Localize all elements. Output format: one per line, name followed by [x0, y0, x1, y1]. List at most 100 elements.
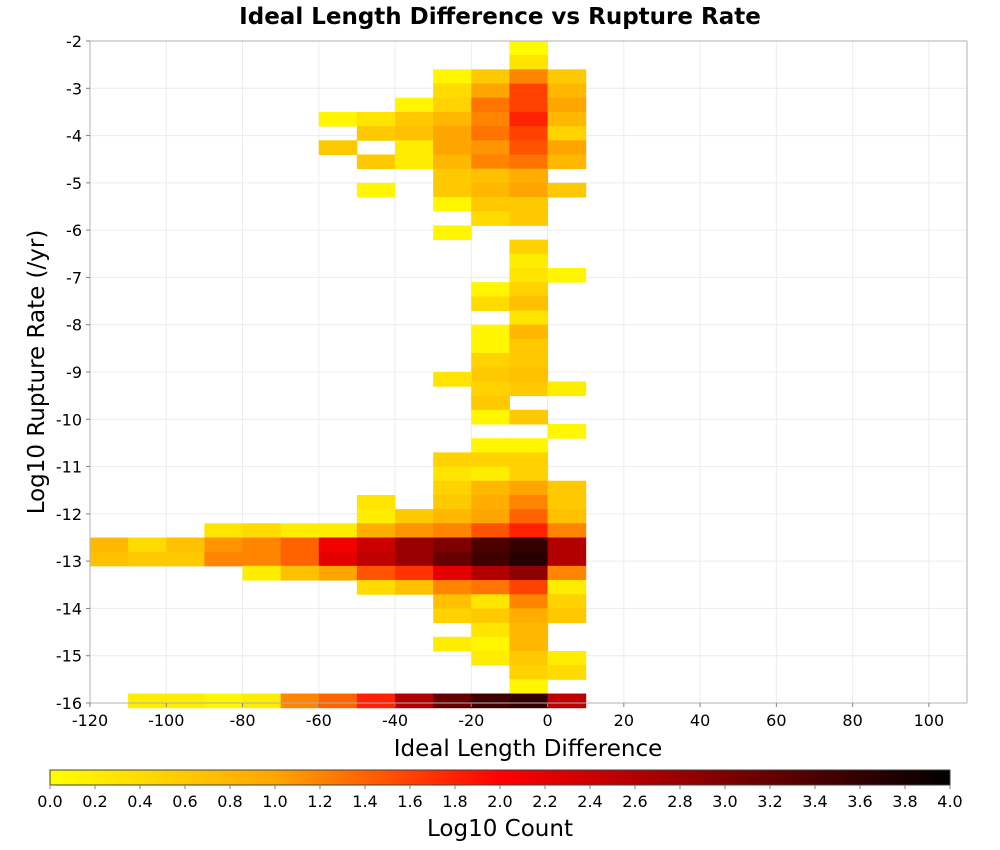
y-axis-label: Log10 Rupture Rate (/yr) — [24, 230, 50, 515]
x-tick-label: -20 — [458, 711, 484, 730]
heatmap-cell — [395, 97, 434, 113]
colorbar-ticks: 0.0 0.2 0.4 0.6 0.8 1.0 1.2 1.4 1.6 1.8 2.0 2.2 2.4 2… — [37, 785, 963, 811]
x-tick-label: 100 — [914, 711, 945, 730]
heatmap-cell — [509, 267, 549, 283]
x-tick-label: 60 — [766, 711, 786, 730]
heatmap-cell — [509, 580, 549, 595]
heatmap-cell — [547, 267, 587, 283]
heatmap-cell — [242, 693, 282, 709]
heatmap-cell — [471, 197, 510, 212]
heatmap-cell — [471, 622, 510, 638]
heatmap-cell — [471, 636, 510, 652]
heatmap-cell — [204, 693, 244, 709]
heatmap-cell — [547, 111, 587, 127]
colorbar-tick-label: 0.0 — [37, 792, 62, 811]
heatmap-cell — [547, 665, 587, 680]
heatmap-cell — [471, 438, 510, 453]
heatmap-cell — [433, 594, 472, 609]
heatmap-cell — [509, 480, 549, 496]
heatmap-cell — [433, 140, 472, 155]
heatmap-cell — [395, 551, 434, 567]
y-axis-ticks: -2 -3 -4 -5 -6 -7 -8 -9 -10 -11 -12 -13 -14 -15 -16 — [56, 32, 90, 713]
heatmap-cell — [471, 409, 510, 425]
heatmap-cell — [471, 353, 510, 368]
x-tick-label: -40 — [382, 711, 408, 730]
heatmap-cell — [547, 509, 587, 524]
heatmap-cell — [547, 424, 587, 439]
heatmap-cell — [204, 537, 244, 553]
heatmap-cell — [471, 509, 510, 524]
y-tick-label: -16 — [56, 694, 82, 713]
heatmap-cell — [471, 211, 510, 226]
heatmap-cell — [471, 126, 510, 141]
heatmap-cell — [318, 523, 358, 538]
heatmap-cell — [204, 551, 244, 567]
heatmap-cell — [280, 523, 320, 538]
heatmap-cell — [471, 395, 510, 411]
heatmap-cell — [90, 537, 129, 553]
heatmap-cell — [471, 182, 510, 198]
heatmap-cell — [128, 693, 167, 709]
heatmap-cell — [509, 211, 549, 226]
colorbar-tick-label: 2.4 — [577, 792, 602, 811]
colorbar-tick-label: 0.2 — [82, 792, 107, 811]
x-tick-label: -100 — [148, 711, 184, 730]
heatmap-cell — [509, 679, 549, 695]
heatmap-cell — [204, 523, 244, 538]
heatmap-cell — [547, 608, 587, 624]
colorbar — [49, 769, 951, 786]
heatmap-cell — [471, 282, 510, 297]
heatmap-cell — [509, 367, 549, 382]
heatmap-cell — [509, 693, 549, 709]
colorbar-tick-label: 3.0 — [712, 792, 737, 811]
heatmap-cell — [471, 338, 510, 354]
heatmap-cell — [547, 650, 587, 666]
heatmap-cell — [433, 480, 472, 496]
y-tick-label: -7 — [66, 268, 82, 287]
heatmap-cell — [509, 111, 549, 127]
colorbar-tick-label: 2.6 — [622, 792, 647, 811]
heatmap-cells — [90, 41, 587, 709]
heatmap-cell — [471, 494, 510, 510]
heatmap-cell — [433, 83, 472, 99]
heatmap-cell — [433, 551, 472, 567]
heatmap-cell — [356, 182, 396, 198]
colorbar-tick-label: 1.8 — [442, 792, 467, 811]
heatmap-cell — [471, 296, 510, 312]
colorbar-tick-label: 3.4 — [802, 792, 827, 811]
colorbar-tick-label: 3.8 — [892, 792, 917, 811]
y-tick-label: -14 — [56, 599, 82, 618]
heatmap-cell — [433, 466, 472, 482]
x-tick-label: 20 — [614, 711, 634, 730]
heatmap-cell — [509, 41, 549, 56]
heatmap-cell — [509, 97, 549, 113]
heatmap-cell — [280, 551, 320, 567]
colorbar-tick-label: 0.8 — [217, 792, 242, 811]
heatmap-cell — [433, 154, 472, 170]
heatmap-cell — [471, 580, 510, 595]
colorbar-tick-label: 2.8 — [667, 792, 692, 811]
heatmap-cell — [471, 83, 510, 99]
heatmap-cell — [433, 126, 472, 141]
heatmap-cell — [471, 608, 510, 624]
heatmap-cell — [433, 636, 472, 652]
y-tick-label: -12 — [56, 505, 82, 524]
heatmap-cell — [509, 551, 549, 567]
x-axis-label: Ideal Length Difference — [394, 736, 663, 762]
x-axis-ticks: -120 -100 -80 -60 -40 -20 0 20 40 60 80 100 — [72, 703, 944, 730]
heatmap-cell — [509, 338, 549, 354]
heatmap-cell — [395, 126, 434, 141]
heatmap-cell — [509, 381, 549, 397]
heatmap-cell — [509, 452, 549, 468]
heatmap-cell — [471, 324, 510, 340]
heatmap-cell — [433, 608, 472, 624]
heatmap-cell — [471, 367, 510, 382]
heatmap-cell — [471, 168, 510, 184]
y-tick-label: -9 — [66, 363, 82, 382]
heatmap-cell — [318, 565, 358, 581]
heatmap-cell — [128, 551, 167, 567]
heatmap-cell — [547, 537, 587, 553]
heatmap-cell — [547, 126, 587, 141]
heatmap-cell — [509, 310, 549, 326]
heatmap-cell — [242, 565, 282, 581]
